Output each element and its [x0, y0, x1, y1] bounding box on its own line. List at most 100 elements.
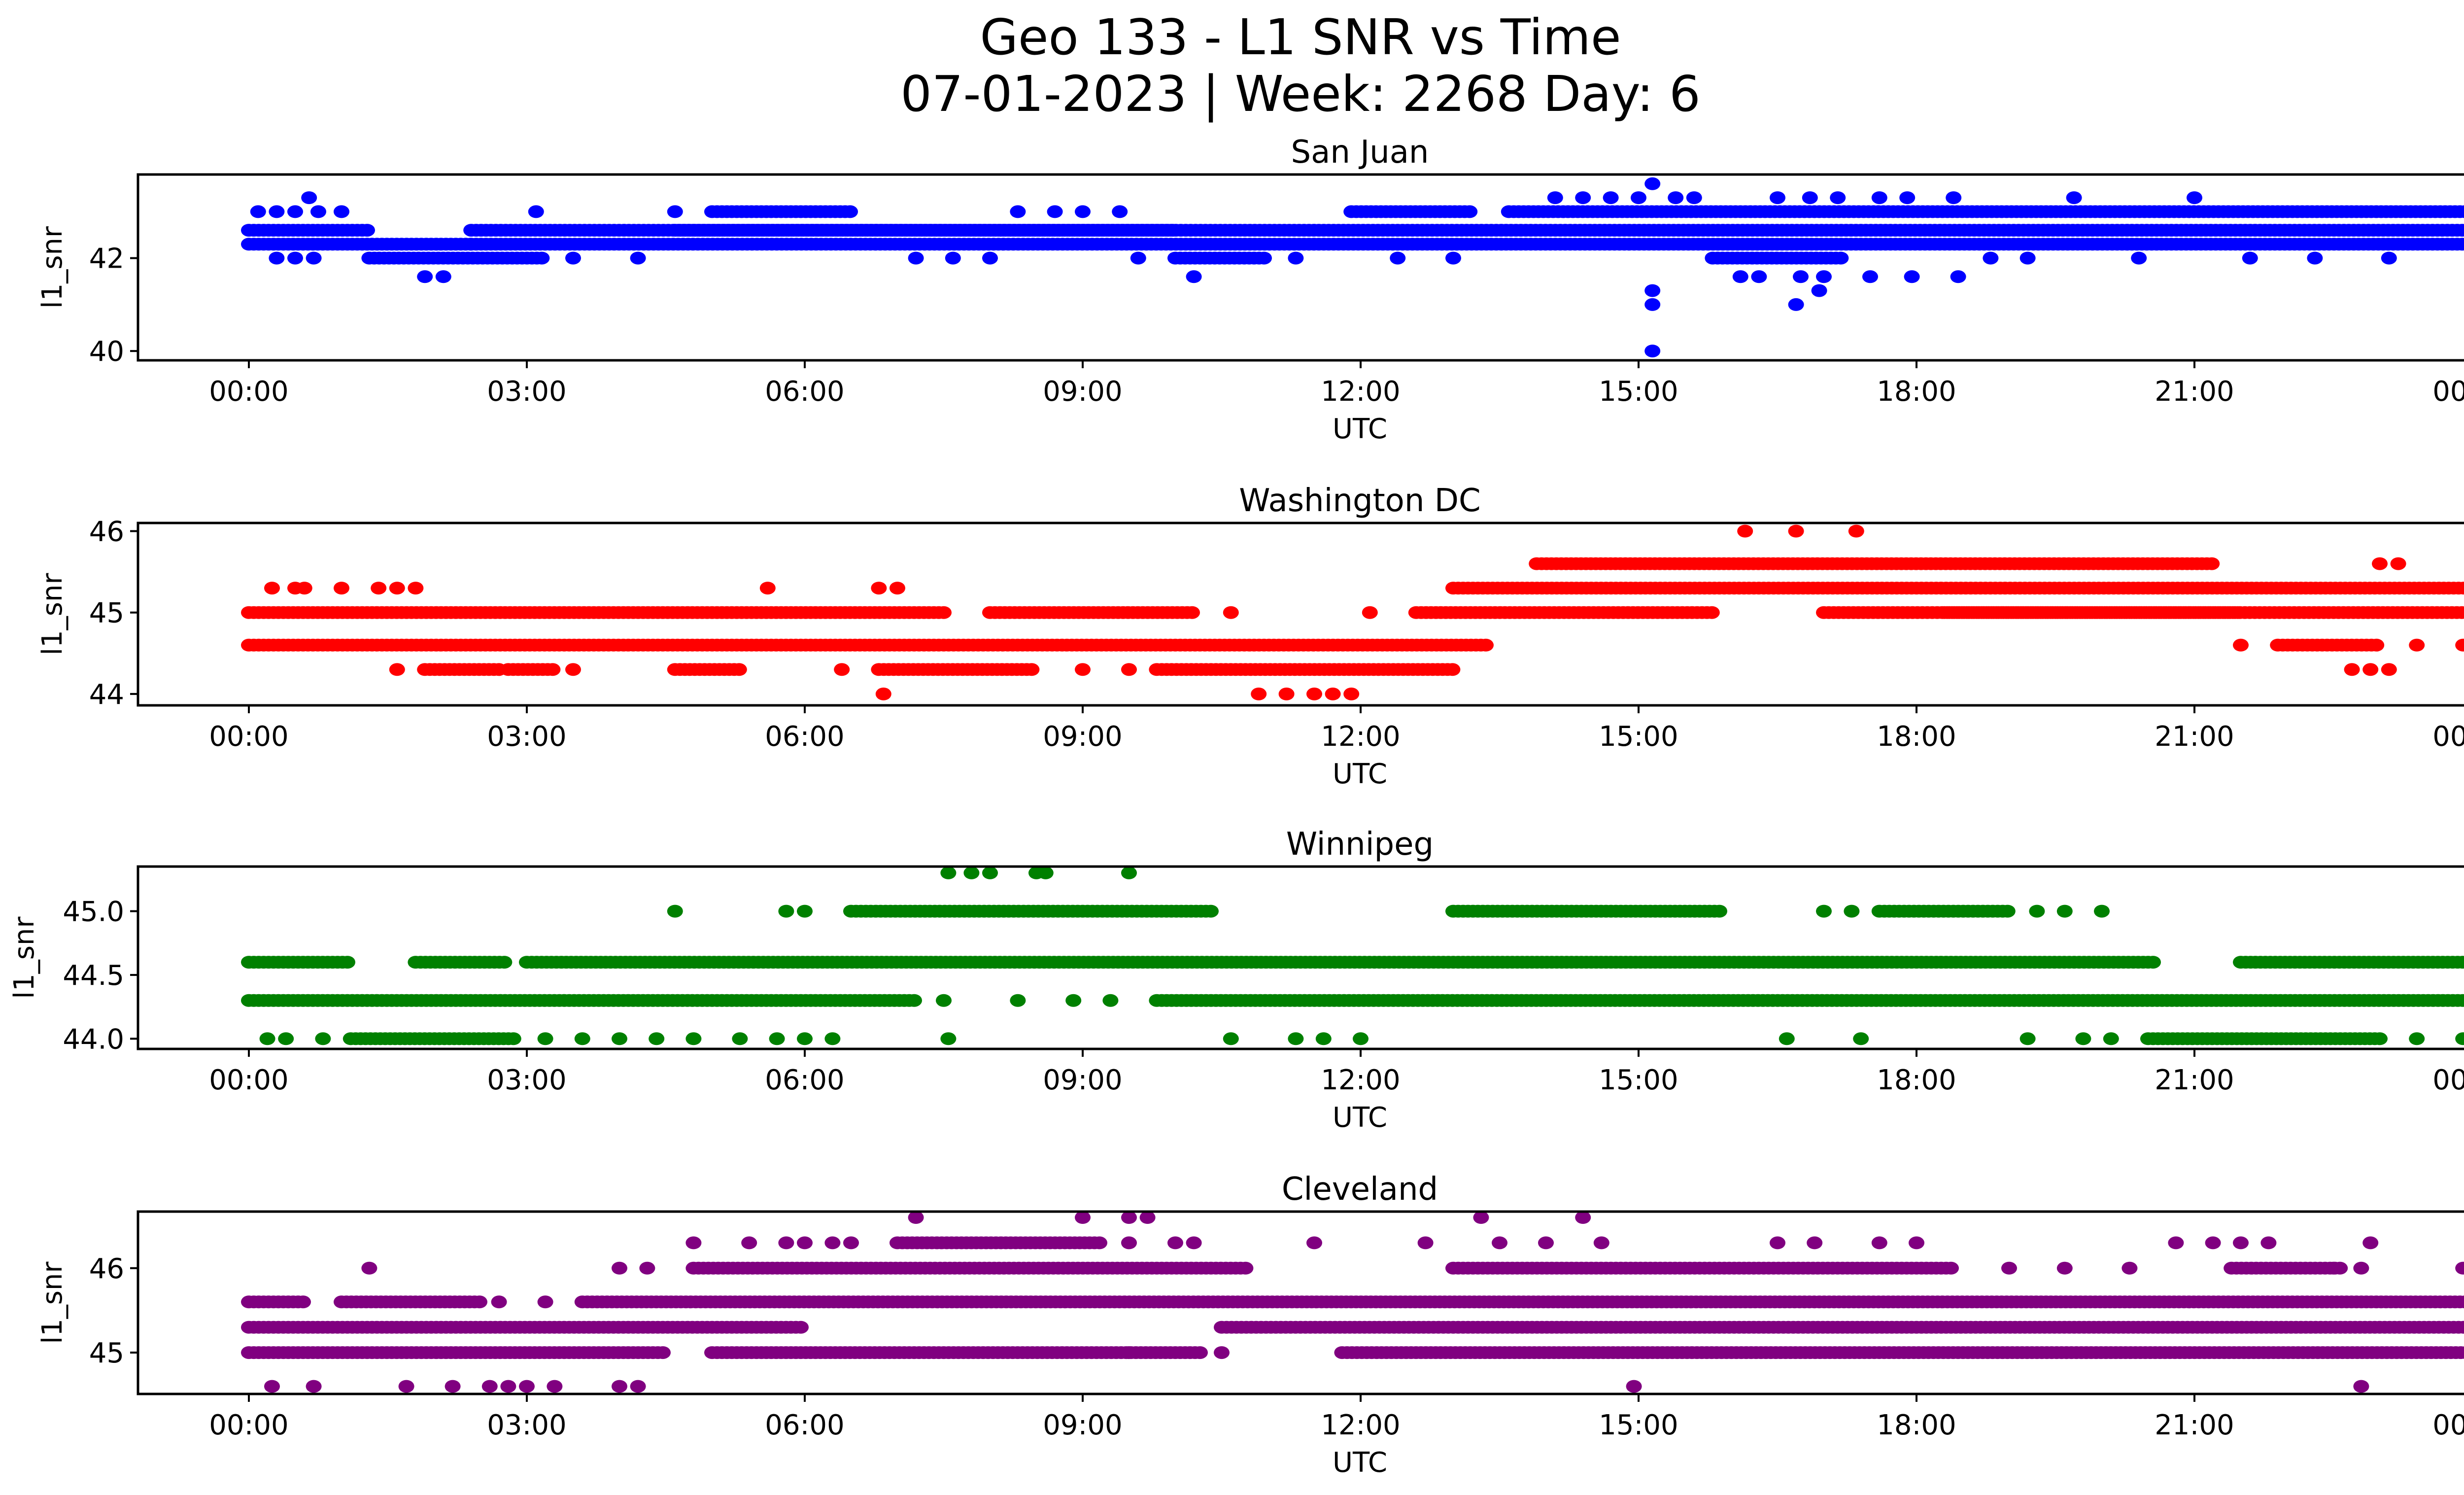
- data-point: [612, 1032, 627, 1045]
- data-point: [1278, 687, 1295, 700]
- data-point: [2381, 663, 2397, 676]
- data-point: [296, 582, 312, 595]
- data-point: [2075, 1032, 2091, 1045]
- data-point: [1950, 270, 1966, 283]
- x-axis-label: UTC: [1333, 413, 1387, 445]
- x-tick-label: 09:00: [1043, 376, 1122, 408]
- data-point: [371, 582, 387, 595]
- x-tick-label: 12:00: [1321, 721, 1400, 753]
- data-point: [1999, 904, 2016, 918]
- data-point: [1644, 284, 1661, 297]
- data-point: [2462, 207, 2464, 216]
- data-point: [2460, 956, 2464, 968]
- data-point: [1575, 191, 1591, 205]
- data-point: [667, 205, 683, 218]
- data-point: [2029, 904, 2045, 918]
- data-point: [435, 270, 451, 283]
- data-point: [1315, 1032, 1332, 1045]
- data-point: [1788, 298, 1804, 311]
- data-point: [1830, 191, 1846, 205]
- data-point: [2459, 606, 2464, 619]
- data-point: [565, 663, 581, 676]
- data-points: [241, 177, 2464, 358]
- data-point: [1037, 867, 1054, 879]
- data-point: [982, 251, 998, 265]
- data-point: [1644, 345, 1661, 358]
- data-point: [1816, 270, 1832, 283]
- x-axis-label: UTC: [1333, 1102, 1387, 1134]
- x-tick-label: 18:00: [1877, 376, 1956, 408]
- data-point: [2233, 638, 2249, 652]
- data-point: [306, 251, 322, 265]
- data-point: [295, 1295, 311, 1309]
- data-point: [731, 663, 747, 676]
- data-point: [1306, 687, 1322, 700]
- data-point: [2455, 1032, 2464, 1045]
- data-point: [2457, 205, 2464, 218]
- data-points: [241, 524, 2464, 700]
- data-point: [1704, 606, 1720, 619]
- data-point: [534, 251, 550, 265]
- data-point: [1788, 524, 1804, 538]
- data-point: [936, 606, 952, 619]
- data-point: [759, 582, 776, 595]
- y-tick-label: 40: [89, 336, 124, 368]
- data-point: [1668, 191, 1684, 205]
- data-point: [797, 1032, 813, 1045]
- data-point: [2459, 238, 2464, 250]
- data-point: [2372, 1032, 2388, 1045]
- data-point: [842, 205, 858, 218]
- panel-title: Cleveland: [1282, 1171, 1438, 1208]
- data-point: [1751, 270, 1767, 283]
- data-point: [1024, 663, 1040, 676]
- data-point: [2094, 904, 2110, 918]
- data-point: [2187, 191, 2202, 205]
- data-point: [2362, 663, 2379, 676]
- data-point: [940, 867, 957, 879]
- data-point: [2457, 1295, 2464, 1309]
- data-point: [2056, 904, 2073, 918]
- data-point: [1130, 251, 1146, 265]
- x-tick-label: 15:00: [1599, 376, 1678, 408]
- data-point: [1075, 663, 1091, 676]
- data-point: [1065, 994, 1082, 1007]
- panel-title: Washington DC: [1239, 483, 1480, 519]
- data-point: [2409, 1032, 2425, 1045]
- data-point: [1288, 251, 1304, 265]
- data-point: [2459, 224, 2464, 237]
- data-point: [1478, 638, 1494, 652]
- data-point: [315, 1032, 331, 1045]
- data-point: [1946, 191, 1962, 205]
- data-point: [1871, 191, 1887, 205]
- data-point: [2390, 557, 2406, 570]
- x-axis-label: UTC: [1333, 758, 1387, 790]
- data-point: [1047, 205, 1063, 218]
- data-point: [1353, 1032, 1369, 1045]
- data-point: [1770, 191, 1785, 205]
- data-point: [834, 663, 850, 676]
- data-point: [287, 205, 303, 218]
- data-points: [241, 1212, 2464, 1393]
- data-point: [1833, 251, 1849, 265]
- data-point: [630, 251, 646, 265]
- data-point: [537, 1032, 553, 1045]
- data-point: [2145, 956, 2161, 969]
- data-point: [528, 205, 544, 218]
- x-tick-label: 00:00: [2432, 721, 2464, 753]
- y-tick-label: 42: [89, 243, 124, 275]
- data-point: [2381, 251, 2397, 265]
- panel-title: San Juan: [1291, 134, 1429, 171]
- data-point: [2372, 557, 2388, 570]
- data-points: [241, 867, 2464, 1045]
- data-point: [982, 867, 998, 879]
- data-point: [1184, 606, 1200, 619]
- data-point: [1853, 1032, 1869, 1045]
- x-tick-label: 03:00: [487, 376, 566, 408]
- data-point: [908, 251, 924, 265]
- data-point: [1121, 867, 1137, 879]
- data-point: [565, 251, 581, 265]
- data-point: [649, 1032, 665, 1045]
